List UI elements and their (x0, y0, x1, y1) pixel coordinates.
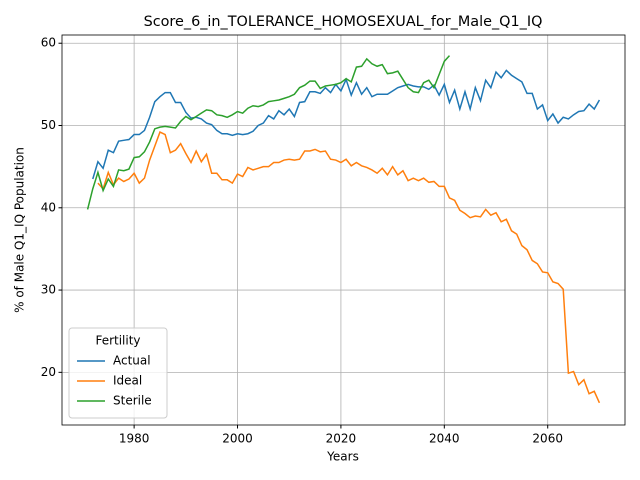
data-line (86, 55, 451, 210)
legend-label: Sterile (113, 394, 152, 408)
legend-box (68, 327, 168, 419)
x-tick-label: 2040 (429, 432, 460, 446)
legend: Fertility Actual Ideal Sterile (68, 327, 168, 419)
y-tick-label: 40 (41, 200, 56, 214)
x-tick-label: 2060 (532, 432, 563, 446)
x-tick-label: 1980 (119, 432, 150, 446)
y-tick-label: 60 (41, 36, 56, 50)
plot-frame (61, 34, 626, 426)
x-axis-label: Years (326, 450, 359, 464)
x-tick-label: 2020 (326, 432, 357, 446)
y-tick-label: 30 (41, 283, 56, 297)
data-line (97, 131, 601, 404)
y-tick-label: 50 (41, 118, 56, 132)
y-tick-label: 20 (41, 365, 56, 379)
y-axis-label: % of Male Q1_IQ Population (13, 147, 27, 313)
legend-title: Fertility (95, 334, 140, 348)
chart-title: Score_6_in_TOLERANCE_HOMOSEXUAL_for_Male… (144, 14, 543, 30)
legend-label: Ideal (113, 374, 142, 388)
x-tick-label: 2000 (222, 432, 253, 446)
legend-label: Actual (113, 354, 151, 368)
